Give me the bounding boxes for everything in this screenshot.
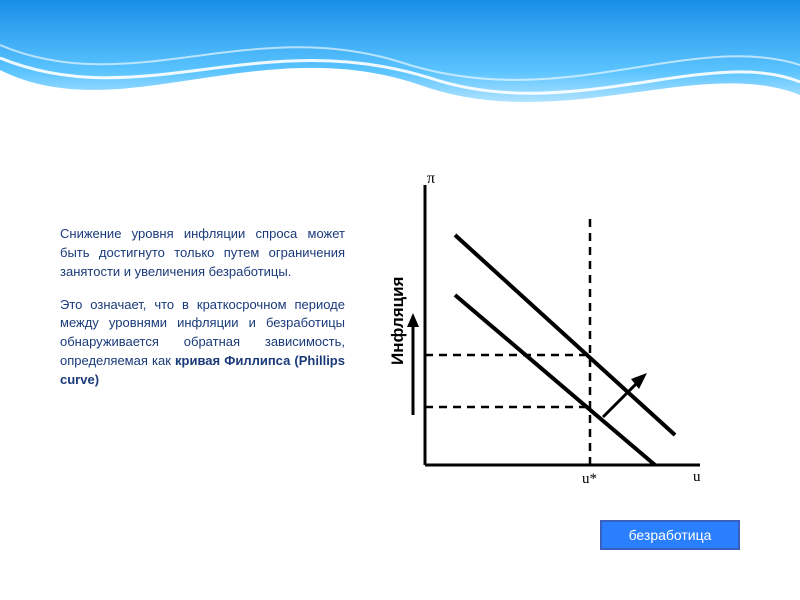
header-wave	[0, 0, 800, 160]
description-text: Снижение уровня инфляции спроса может бы…	[60, 225, 345, 404]
shift-arrow-icon	[603, 373, 647, 417]
pi-symbol: π	[427, 175, 435, 187]
paragraph-1: Снижение уровня инфляции спроса может бы…	[60, 225, 345, 282]
paragraph-2: Это означает, что в краткосрочном период…	[60, 296, 345, 390]
u-star-label: u*	[582, 471, 597, 487]
u-symbol: u	[693, 469, 701, 485]
phillips-curve-chart: π u Инфляция u*	[375, 175, 705, 495]
unemployment-label-box: безработица	[600, 520, 740, 550]
phillips-curve-lower	[455, 295, 655, 465]
unemployment-label-text: безработица	[629, 527, 712, 543]
up-arrow-icon	[407, 313, 419, 415]
phillips-curve-upper	[455, 235, 675, 435]
y-axis-label: Инфляция	[388, 277, 407, 365]
